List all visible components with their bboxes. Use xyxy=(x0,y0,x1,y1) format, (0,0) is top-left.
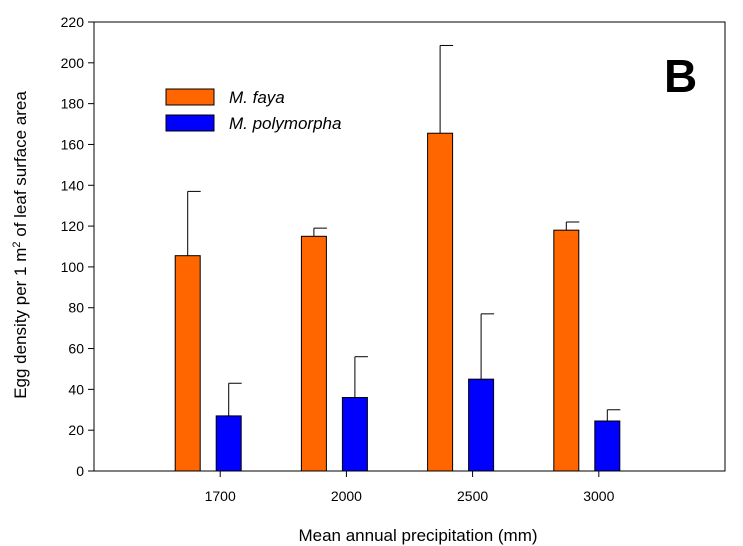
y-tick-label: 0 xyxy=(76,463,84,479)
bar xyxy=(174,255,201,472)
y-tick-label: 80 xyxy=(68,300,84,316)
y-tick-label: 100 xyxy=(61,259,85,275)
x-tick-label: 3000 xyxy=(583,488,614,504)
chart-axes: 0 20 40 60 80 100 120 140 160 180 200 220 1700 2000 25… xyxy=(61,14,726,504)
bar xyxy=(468,378,495,472)
plot-frame xyxy=(93,21,726,472)
legend-swatch xyxy=(165,114,215,132)
y-tick-label: 140 xyxy=(61,177,85,193)
y-tick-label: 180 xyxy=(61,96,85,112)
legend-label: M. faya xyxy=(229,88,285,107)
y-tick-label: 40 xyxy=(68,381,84,397)
y-tick-label: 200 xyxy=(61,55,85,71)
y-tick-label: 160 xyxy=(61,136,85,152)
legend-swatch xyxy=(165,88,215,106)
y-tick-label: 120 xyxy=(61,218,85,234)
bar xyxy=(215,415,242,472)
panel-label: B xyxy=(664,50,697,102)
bar xyxy=(427,132,454,472)
legend-label: M. polymorpha xyxy=(229,114,341,133)
y-axis-title: Egg density per 1 m2 of leaf surface are… xyxy=(11,91,30,399)
x-tick-label: 2000 xyxy=(331,488,362,504)
bar xyxy=(594,420,621,472)
chart-legend: M. faya M. polymorpha xyxy=(165,88,341,133)
x-axis-title: Mean annual precipitation (mm) xyxy=(298,526,537,545)
x-tick-label: 1700 xyxy=(205,488,236,504)
y-tick-label: 60 xyxy=(68,341,84,357)
chart-bars xyxy=(174,44,621,472)
bar xyxy=(553,229,580,472)
bar xyxy=(341,397,368,472)
bar xyxy=(300,235,327,472)
y-tick-label: 20 xyxy=(68,422,84,438)
x-tick-label: 2500 xyxy=(457,488,488,504)
y-tick-label: 220 xyxy=(61,14,85,30)
